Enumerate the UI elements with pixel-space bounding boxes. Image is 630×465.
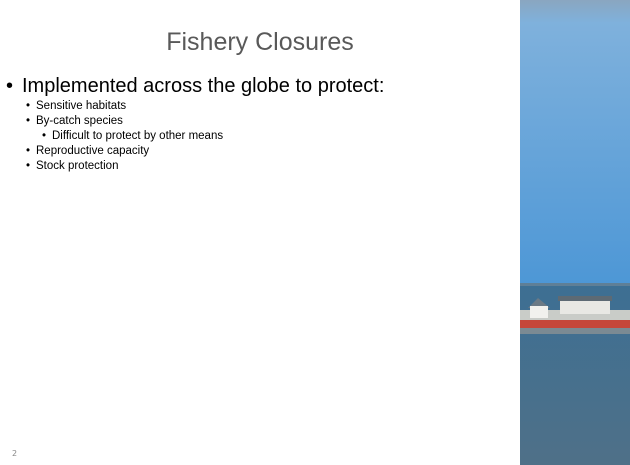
photo — [520, 0, 630, 465]
sub-bullet: Stock protection — [36, 160, 118, 172]
roof — [558, 296, 612, 301]
sub-bullet: Reproductive capacity — [36, 145, 149, 157]
building — [560, 300, 610, 314]
slide-title: Fishery Closures — [0, 28, 520, 57]
wharf — [520, 328, 630, 334]
sub-bullet: Sensitive habitats — [36, 100, 126, 112]
sub-sub-bullet: Difficult to protect by other means — [52, 130, 223, 142]
sub-bullet: By-catch species — [36, 115, 123, 127]
bullet: Implemented across the globe to protect: — [22, 75, 384, 98]
sky — [520, 0, 630, 285]
slide: Fishery Closures Implemented across the … — [0, 0, 630, 465]
boats — [520, 320, 630, 328]
slide-number: 2 — [12, 449, 17, 458]
horizon — [520, 283, 630, 286]
building — [530, 306, 548, 318]
